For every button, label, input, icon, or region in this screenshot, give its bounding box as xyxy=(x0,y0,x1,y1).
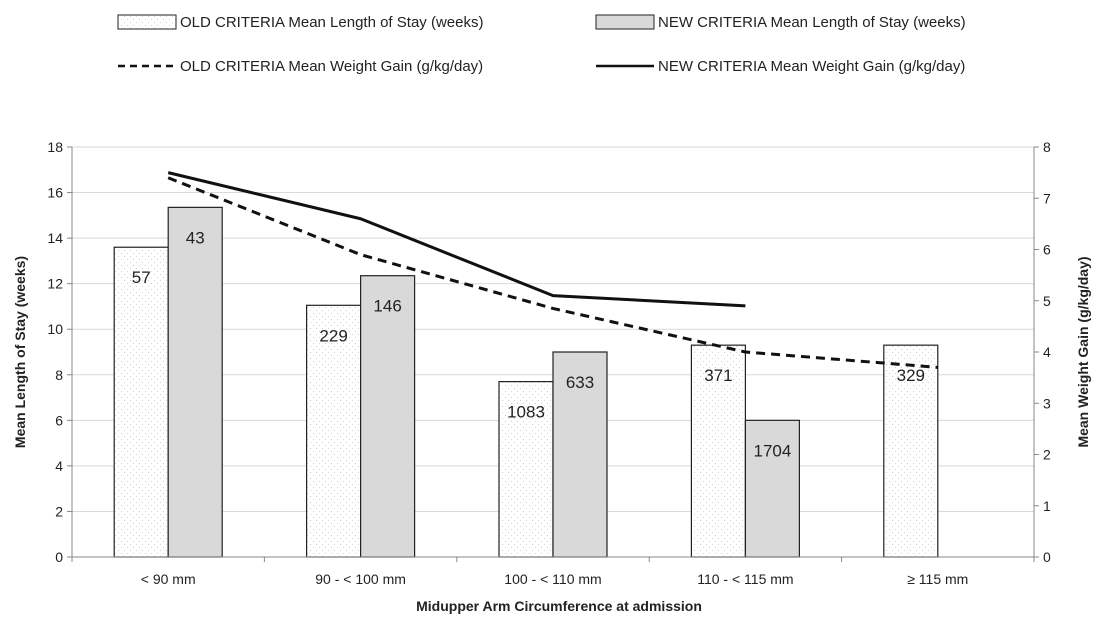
legend-swatch-old-los xyxy=(117,14,177,30)
legend-item-new-los: NEW CRITERIA Mean Length of Stay (weeks) xyxy=(595,14,966,31)
data-label-new: 633 xyxy=(566,373,594,392)
data-label-new: 43 xyxy=(186,228,205,247)
y-tick-label: 4 xyxy=(55,458,63,474)
data-label-old: 57 xyxy=(132,268,151,287)
y2-tick-label: 7 xyxy=(1043,190,1051,206)
y2-tick-label: 0 xyxy=(1043,549,1051,565)
y-tick-label: 10 xyxy=(47,321,63,337)
bar-new-los xyxy=(167,206,223,558)
data-label-old: 329 xyxy=(897,366,925,385)
y-tick-label: 8 xyxy=(55,367,63,383)
data-label-old: 1083 xyxy=(507,403,545,422)
x-tick-label: 110 - < 115 mm xyxy=(697,571,793,587)
y2-tick-label: 8 xyxy=(1043,139,1051,155)
legend-label-old-wg: OLD CRITERIA Mean Weight Gain (g/kg/day) xyxy=(180,58,483,75)
y-tick-label: 6 xyxy=(55,412,63,428)
line-old-weight-gain xyxy=(167,176,938,369)
bar-new-los xyxy=(744,419,801,558)
legend-label-old-los: OLD CRITERIA Mean Length of Stay (weeks) xyxy=(180,14,483,31)
y-tick-label: 0 xyxy=(55,549,63,565)
y2-tick-label: 2 xyxy=(1043,447,1051,463)
legend-label-new-los: NEW CRITERIA Mean Length of Stay (weeks) xyxy=(658,14,966,31)
x-tick-label: < 90 mm xyxy=(141,571,196,587)
y-tick-label: 12 xyxy=(47,276,63,292)
data-label-new: 146 xyxy=(373,297,401,316)
x-tick-label: 100 - < 110 mm xyxy=(504,571,601,587)
x-axis-title: Midupper Arm Circumference at admission xyxy=(416,598,702,614)
bar-old-los xyxy=(113,246,169,558)
y2-tick-label: 5 xyxy=(1043,293,1051,309)
y2-tick-label: 3 xyxy=(1043,395,1051,411)
x-tick-label: 90 - < 100 mm xyxy=(315,571,406,587)
data-label-new: 1704 xyxy=(753,441,791,460)
y2-tick-label: 4 xyxy=(1043,344,1051,360)
data-label-old: 229 xyxy=(319,326,347,345)
x-tick-label: ≥ 115 mm xyxy=(907,571,968,587)
y2-tick-label: 6 xyxy=(1043,242,1051,258)
bar-new-los xyxy=(552,351,608,558)
legend-item-new-wg: NEW CRITERIA Mean Weight Gain (g/kg/day) xyxy=(596,58,965,75)
weight-gain-lines xyxy=(167,171,938,369)
bar-old-los xyxy=(306,304,362,558)
y-axis-title: Mean Length of Stay (weeks) xyxy=(12,256,28,448)
y-tick-label: 18 xyxy=(47,139,63,155)
legend: OLD CRITERIA Mean Length of Stay (weeks)… xyxy=(117,14,966,75)
data-label-old: 371 xyxy=(704,366,732,385)
data-labels: 57 229 1083 371 329 43 146 633 1704 xyxy=(132,228,925,460)
legend-item-old-los: OLD CRITERIA Mean Length of Stay (weeks) xyxy=(117,14,483,31)
y2-tick-label: 1 xyxy=(1043,498,1051,514)
line-new-weight-gain xyxy=(167,171,746,308)
bar-new-los xyxy=(360,275,416,558)
bars xyxy=(113,206,939,558)
y-tick-label: 16 xyxy=(47,185,63,201)
legend-label-new-wg: NEW CRITERIA Mean Weight Gain (g/kg/day) xyxy=(658,58,965,75)
y2-axis-title: Mean Weight Gain (g/kg/day) xyxy=(1075,256,1091,447)
legend-swatch-new-los xyxy=(595,14,655,30)
y-tick-label: 2 xyxy=(55,503,63,519)
legend-item-old-wg: OLD CRITERIA Mean Weight Gain (g/kg/day) xyxy=(118,58,483,75)
y-tick-label: 14 xyxy=(47,230,63,246)
